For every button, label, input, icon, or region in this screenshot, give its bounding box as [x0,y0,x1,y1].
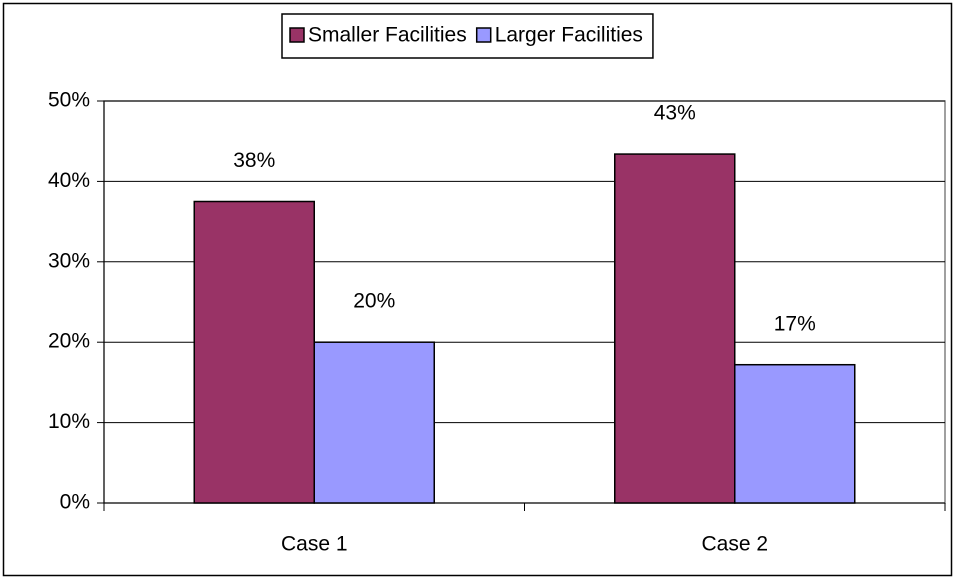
legend-swatch [289,27,305,43]
y-tick-label: 20% [48,330,90,353]
x-tick-label: Case 2 [701,533,768,556]
value-label: 20% [353,290,395,313]
bar [614,153,736,504]
x-tick-label: Case 1 [281,533,348,556]
y-tick-label: 30% [48,249,90,272]
value-label: 17% [774,312,816,335]
value-label: 43% [654,102,696,125]
bar [313,341,435,504]
value-label: 38% [233,149,275,172]
bar [193,200,315,504]
bar [734,363,856,504]
y-tick-label: 10% [48,410,90,433]
y-tick-label: 40% [48,169,90,192]
y-tick-label: 50% [48,89,90,112]
legend-label: Smaller Facilities [308,24,467,47]
legend-swatch [475,27,492,43]
legend [281,13,654,59]
legend-label: Larger Facilities [495,24,643,47]
y-tick-label: 0% [60,491,90,514]
